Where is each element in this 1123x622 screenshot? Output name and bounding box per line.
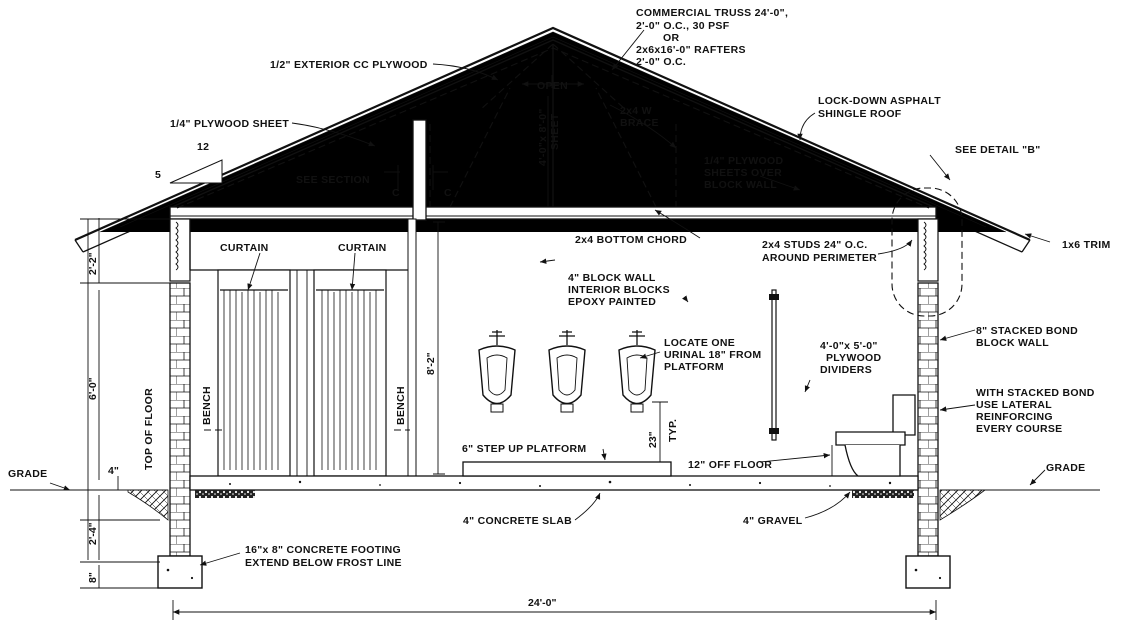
slab xyxy=(189,475,919,498)
sheet-dim-1: 4'-0"x 8'-0" xyxy=(537,108,549,166)
step-platform-label: 6" STEP UP PLATFORM xyxy=(462,443,586,455)
stacked-bond-label-1: 8" STACKED BOND xyxy=(976,325,1078,337)
urinal-note-3: PLATFORM xyxy=(664,361,724,373)
slope-triangle xyxy=(169,159,223,184)
curtain-left-label: CURTAIN xyxy=(220,242,269,254)
grade-right-label: GRADE xyxy=(1046,462,1085,474)
urinals xyxy=(478,330,656,413)
detail-b-outline xyxy=(891,187,963,317)
slope-run: 12 xyxy=(197,141,209,153)
exterior-plywood-label: 1/2" EXTERIOR CC PLYWOOD xyxy=(270,59,428,71)
shower-stalls xyxy=(204,269,410,477)
grade-left-label: GRADE xyxy=(8,468,47,480)
overall-width-dim: 24'-0" xyxy=(528,597,557,609)
footing-label-2: EXTEND BELOW FROST LINE xyxy=(245,557,402,569)
right-footing xyxy=(905,555,951,589)
dividers-label-2: PLYWOOD xyxy=(826,352,882,364)
trim-label: 1x6 TRIM xyxy=(1062,239,1111,251)
plywood-over-1: 1/4" PLYWOOD xyxy=(704,155,783,167)
bottom-chord-label: 2x4 BOTTOM CHORD xyxy=(575,234,687,246)
block-height-dim: 6'-0" xyxy=(87,377,99,400)
curtain-right-label: CURTAIN xyxy=(338,242,387,254)
see-section-label: SEE SECTION xyxy=(296,174,370,186)
plywood-sheet-label: 1/4" PLYWOOD SHEET xyxy=(170,118,289,130)
leader-lines xyxy=(49,29,1051,566)
grade-floor-dim: 4" xyxy=(108,465,119,477)
block-wall-label-3: EPOXY PAINTED xyxy=(568,296,656,308)
studs-label-2: AROUND PERIMETER xyxy=(762,252,877,264)
right-block-wall xyxy=(917,282,939,557)
truss-note-2: 2'-0" O.C., 30 PSF xyxy=(636,20,730,32)
truss-note-3: OR xyxy=(663,32,679,44)
slope-rise: 5 xyxy=(155,169,161,181)
lateral-label-1: WITH STACKED BOND xyxy=(976,387,1095,399)
top-of-floor-label: TOP OF FLOOR xyxy=(143,388,155,470)
plywood-divider xyxy=(769,289,779,441)
step-up-platform xyxy=(462,461,672,477)
lockdown-label-2: SHINGLE ROOF xyxy=(818,108,902,120)
brace-label-1: 2x4 W xyxy=(620,105,652,117)
truss-web xyxy=(429,43,677,208)
lockdown-label-1: LOCK-DOWN ASPHALT xyxy=(818,95,941,107)
block-wall-label-1: 4" BLOCK WALL xyxy=(568,272,656,284)
left-footing xyxy=(157,555,203,589)
footing-label-1: 16"x 8" CONCRETE FOOTING xyxy=(245,544,401,556)
dimension-texts: 24'-0" 2'-2" 6'-0" 4" 2'-4" 8" 8'-2" 23" xyxy=(87,252,659,609)
detail-b-label: SEE DETAIL "B" xyxy=(955,144,1041,156)
section-c-right: C xyxy=(444,187,452,199)
wall-above-block-dim: 2'-2" xyxy=(87,252,99,275)
urinal-note-2: URINAL 18" FROM xyxy=(664,349,761,361)
annotations: COMMERCIAL TRUSS 24'-0", 2'-0" O.C., 30 … xyxy=(8,7,1111,569)
toilet xyxy=(835,394,916,477)
truss-note-1: COMMERCIAL TRUSS 24'-0", xyxy=(636,7,788,19)
earth xyxy=(10,489,1100,521)
plywood-over-3: BLOCK WALL xyxy=(704,179,777,191)
open-label: OPEN xyxy=(537,80,568,92)
gravel-label: 4" GRAVEL xyxy=(743,515,803,527)
lateral-label-4: EVERY COURSE xyxy=(976,423,1062,435)
slab-label: 4" CONCRETE SLAB xyxy=(463,515,572,527)
lateral-label-3: REINFORCING xyxy=(976,411,1053,423)
truss-note-4: 2x6x16'-0" RAFTERS xyxy=(636,44,746,56)
footing-depth-dim: 8" xyxy=(87,572,99,583)
truss-note-5: 2'-0" O.C. xyxy=(636,56,686,68)
brace-label-2: BRACE xyxy=(620,117,659,129)
section-c-left: C xyxy=(392,187,400,199)
dimension-lines xyxy=(80,96,937,620)
ceiling-height-dim: 8'-2" xyxy=(425,352,437,375)
stacked-bond-label-2: BLOCK WALL xyxy=(976,337,1049,349)
below-grade-dim: 2'-4" xyxy=(87,522,99,545)
left-block-wall xyxy=(169,282,191,557)
sheet-dim-2: SHEET xyxy=(549,113,561,150)
bench-right-label: BENCH xyxy=(395,386,407,425)
lateral-label-2: USE LATERAL xyxy=(976,399,1052,411)
left-wall-frame xyxy=(169,218,191,557)
bench-left-label: BENCH xyxy=(201,386,213,425)
right-wall-frame xyxy=(917,218,939,557)
dividers-label-3: DIVIDERS xyxy=(820,364,872,376)
block-wall-label-2: INTERIOR BLOCKS xyxy=(568,284,670,296)
urinal-height-dim: 23" xyxy=(647,431,659,448)
dividers-label-1: 4'-0"x 5'-0" xyxy=(820,340,878,352)
plywood-over-2: SHEETS OVER xyxy=(704,167,782,179)
section-post xyxy=(412,119,427,221)
off-floor-label: 12" OFF FLOOR xyxy=(688,459,772,471)
urinal-note-1: LOCATE ONE xyxy=(664,337,735,349)
studs-label-1: 2x4 STUDS 24" O.C. xyxy=(762,239,868,251)
typ-label: TYP. xyxy=(667,419,679,442)
